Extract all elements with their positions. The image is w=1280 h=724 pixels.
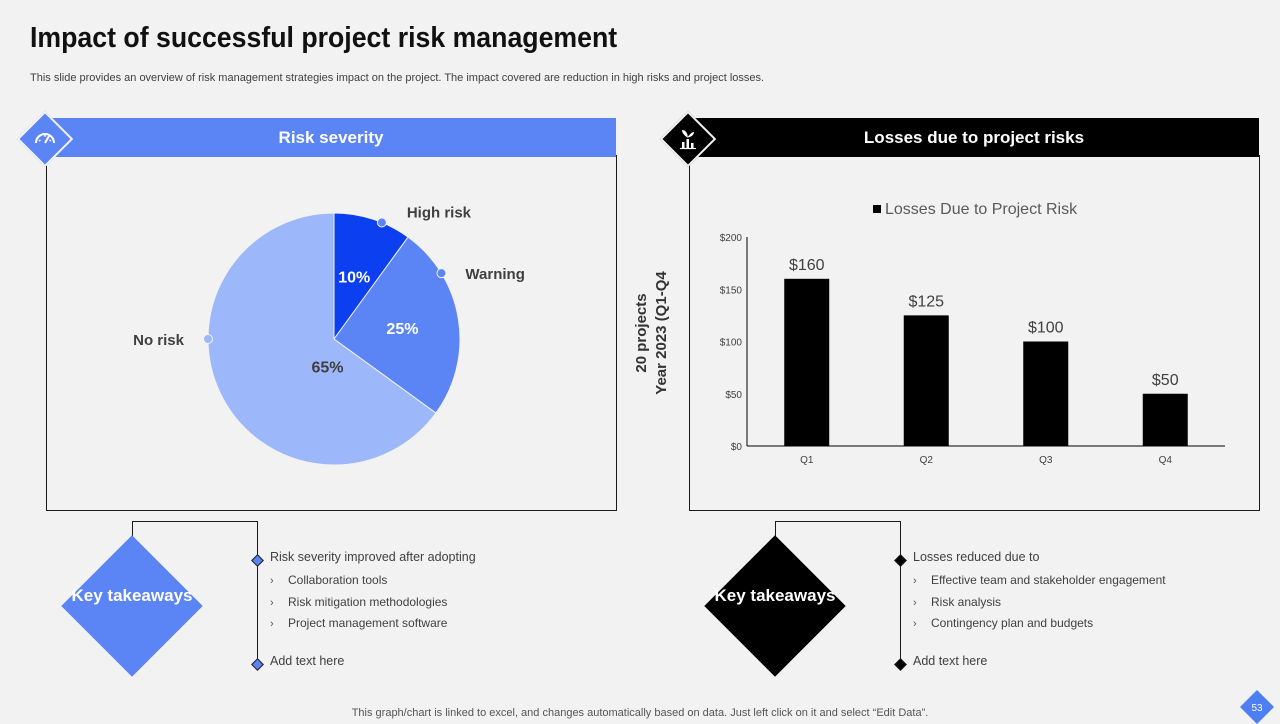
pie-value-label-no-risk: 65% [311,360,343,377]
x-tick-label: Q4 [1159,455,1173,466]
x-tick-label: Q1 [800,455,814,466]
projects-side-label-line1: 20 projects [633,293,650,373]
gauge-icon-badge [16,110,74,168]
pie-category-label-warning: Warning [465,266,524,283]
bar-data-label: $50 [1152,372,1179,389]
pie-value-label-high-risk: 10% [338,270,370,287]
right-takeaway-item: › Risk analysis [913,595,1002,609]
bar-data-label: $160 [789,257,825,274]
pie-leader-dot-warning [436,268,447,279]
losses-panel [689,155,1260,511]
risk-severity-header: Risk severity [46,118,616,157]
x-tick-label: Q3 [1039,455,1053,466]
y-tick-label: $200 [720,233,743,244]
left-takeaway-item: › Collaboration tools [270,573,388,587]
page-number: 53 [1251,703,1263,714]
right-takeaway-heading: Losses reduced due to [913,550,1040,564]
page-subtitle: This slide provides an overview of risk … [30,72,765,84]
left-takeaway-rail [257,521,258,661]
risk-severity-pie-chart: 10% High risk 25% Warning 65% No risk [133,204,525,466]
pie-leader-dot-no-risk [203,334,213,344]
right-add-text[interactable]: Add text here [913,654,988,668]
projects-side-label-line2: Year 2023 (Q1-Q4 [653,271,670,395]
legend-label: Losses Due to Project Risk [885,201,1078,218]
pie-leader-dot-high-risk [376,217,387,228]
left-key-takeaways-label: Key takeaways [71,586,193,605]
left-add-text-marker [251,656,264,674]
left-takeaway-item: › Project management software [270,616,448,630]
right-takeaway-rail [900,521,901,661]
left-takeaway-connector [132,521,258,542]
pie-slice-warning [333,236,461,414]
left-takeaway-item: › Risk mitigation methodologies [270,595,448,609]
bar-q1 [784,278,830,446]
left-add-text[interactable]: Add text here [270,654,345,668]
y-tick-label: $100 [720,338,743,349]
losses-header: Losses due to project risks [689,118,1259,157]
chevron-right-icon: › [913,575,917,587]
x-tick-label: Q2 [920,455,934,466]
bar-q3 [1023,341,1069,446]
y-tick-label: $50 [725,390,742,401]
right-takeaway-connector [775,521,901,542]
right-takeaway-item: › Effective team and stakeholder engageme… [913,573,1166,587]
page-number-badge: 53 [1240,690,1274,724]
losses-header-label: Losses due to project risks [863,127,1085,147]
y-tick-label: $0 [731,442,743,453]
money-plant-chart-icon [680,130,696,150]
gauge-icon [35,133,55,144]
bar-q4 [1142,393,1188,446]
right-heading-marker [894,552,907,570]
money-plant-icon-badge [659,110,717,168]
right-add-text-marker [894,656,907,674]
pie-category-label-high-risk: High risk [407,204,472,221]
bar-q2 [903,315,949,446]
left-takeaway-heading: Risk severity improved after adopting [270,550,476,564]
chevron-right-icon: › [270,597,274,609]
y-tick-label: $150 [720,285,743,296]
chevron-right-icon: › [913,597,917,609]
page-title: Impact of successful project risk manage… [30,22,618,54]
bar-data-label: $100 [1028,320,1064,337]
pie-category-label-no-risk: No risk [133,332,185,349]
pie-slice-high-risk [333,212,409,341]
right-key-takeaways-label: Key takeaways [714,586,836,605]
chevron-right-icon: › [270,618,274,630]
right-takeaway-item: › Contingency plan and budgets [913,616,1094,630]
left-heading-marker [251,552,264,570]
pie-slice-no-risk [207,212,437,466]
footer-note: This graph/chart is linked to excel, and… [351,707,929,719]
losses-bar-chart: Losses Due to Project Risk $0 $50 $100 $150 $… [720,201,1225,466]
chevron-right-icon: › [270,575,274,587]
chevron-right-icon: › [913,618,917,630]
bar-data-label: $125 [908,293,944,310]
legend-swatch [873,205,881,213]
risk-severity-header-label: Risk severity [278,127,384,147]
pie-value-label-warning: 25% [386,321,418,338]
